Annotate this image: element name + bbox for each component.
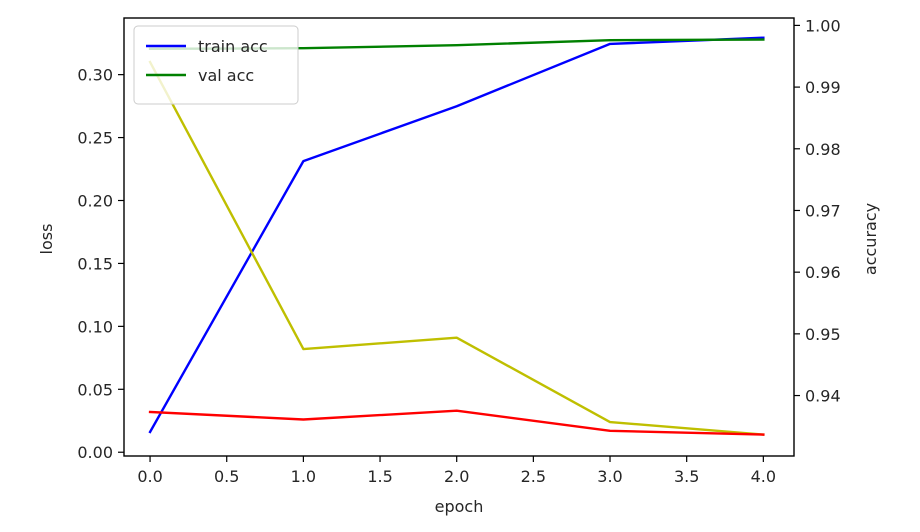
left-y-tick-label: 0.10: [77, 317, 113, 336]
left-y-tick-label: 0.15: [77, 254, 113, 273]
right-y-tick-label: 0.95: [805, 325, 841, 344]
left-y-axis-label: loss: [37, 224, 56, 255]
x-tick-label: 1.5: [367, 467, 392, 486]
x-tick-label: 1.0: [291, 467, 316, 486]
series-line-2: [148, 60, 765, 436]
x-tick-label: 0.5: [214, 467, 239, 486]
right-y-axis-label: accuracy: [861, 203, 880, 275]
x-tick-label: 3.5: [674, 467, 699, 486]
x-tick-label: 2.0: [444, 467, 469, 486]
left-y-tick-label: 0.00: [77, 443, 113, 462]
x-tick-label: 0.0: [137, 467, 162, 486]
right-y-tick-label: 0.98: [805, 140, 841, 159]
x-tick-label: 3.0: [597, 467, 622, 486]
right-y-tick-label: 0.94: [805, 387, 841, 406]
series-layer: [148, 36, 765, 436]
right-y-tick-label: 0.99: [805, 78, 841, 97]
right-y-tick-label: 0.97: [805, 201, 841, 220]
axes-frame: [123, 17, 795, 457]
left-y-tick-label: 0.25: [77, 129, 113, 148]
left-y-tick-label: 0.05: [77, 380, 113, 399]
legend: train acc val acc: [133, 25, 299, 105]
right-y-tick-label: 0.96: [805, 263, 841, 282]
axes-layer: 0.0 0.5 1.0 1.5 2.0 2.5 3.0 3.5 4.0 0.00 0.05 0.10 0…: [77, 16, 840, 486]
series-line-3: [148, 409, 765, 436]
legend-label: train acc: [198, 37, 268, 56]
x-tick-label: 2.5: [521, 467, 546, 486]
left-y-tick-label: 0.20: [77, 192, 113, 211]
x-tick-label: 4.0: [751, 467, 776, 486]
legend-label: val acc: [198, 66, 254, 85]
x-axis-label: epoch: [435, 497, 484, 516]
left-y-tick-label: 0.30: [77, 66, 113, 85]
right-y-tick-label: 1.00: [805, 16, 841, 35]
